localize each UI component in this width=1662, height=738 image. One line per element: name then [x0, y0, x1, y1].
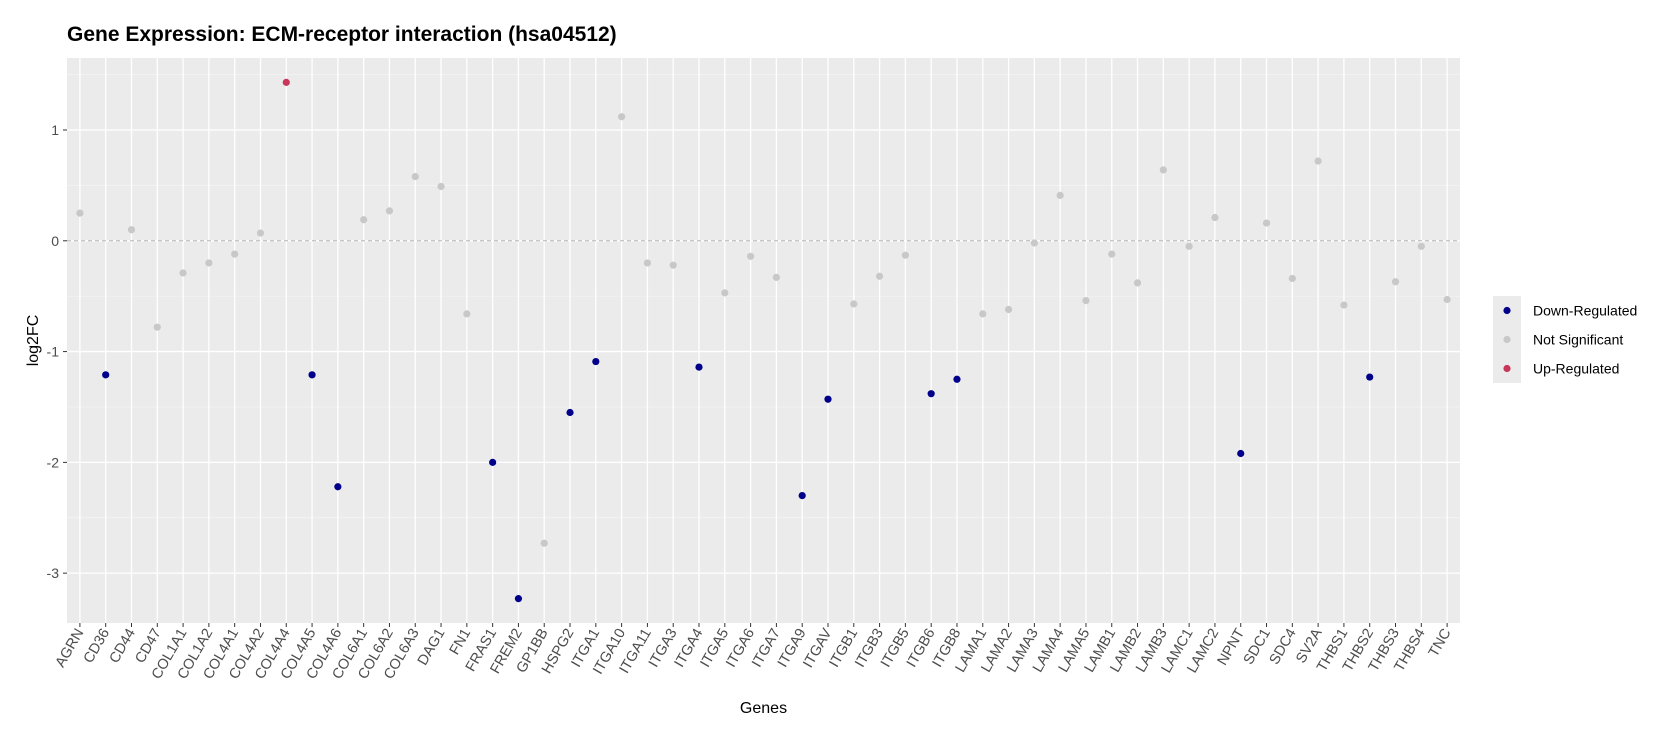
data-point-itga9 — [798, 491, 806, 500]
data-point-itga10 — [618, 113, 626, 121]
data-point-sdc1 — [1262, 219, 1271, 227]
data-point-itga6 — [747, 252, 755, 260]
data-point-thbs1 — [1340, 301, 1348, 309]
data-point-lama2 — [1004, 305, 1013, 314]
legend-key-down-regulated — [1503, 306, 1511, 315]
data-point-col4a5 — [308, 371, 316, 379]
data-point-col6a3 — [411, 172, 419, 181]
x-tick-label: TNC — [1426, 626, 1455, 660]
y-tick-label: -1 — [47, 344, 60, 360]
data-point-cd47 — [153, 323, 161, 331]
y-tick-label: 0 — [51, 233, 59, 249]
data-point-lama1 — [979, 310, 987, 318]
data-point-itgb3 — [875, 272, 884, 280]
data-point-col4a1 — [231, 250, 239, 258]
data-point-cd44 — [127, 226, 136, 234]
data-point-hspg2 — [566, 408, 574, 417]
data-point-lamb3 — [1159, 166, 1167, 174]
data-point-gp1bb — [540, 539, 548, 547]
y-tick-label: -2 — [47, 454, 60, 470]
data-point-itgav — [824, 395, 832, 403]
data-point-agrn — [76, 209, 84, 217]
data-point-lama5 — [1082, 297, 1090, 305]
data-point-itga1 — [592, 357, 600, 366]
y-tick-label: 1 — [51, 122, 59, 138]
legend: Down-Regulated Not Significant Up-Regulate… — [1493, 296, 1637, 383]
data-point-sdc4 — [1288, 274, 1296, 283]
data-point-itgb5 — [901, 251, 909, 259]
data-point-thbs4 — [1417, 242, 1425, 250]
data-point-col4a4 — [282, 78, 290, 86]
data-point-lamb2 — [1133, 279, 1142, 287]
data-point-sv2a — [1314, 157, 1322, 165]
data-point-itga5 — [721, 289, 729, 297]
data-point-lamc2 — [1211, 213, 1219, 222]
data-point-npnt — [1237, 449, 1245, 458]
data-point-lama3 — [1030, 239, 1038, 247]
y-tick-label: -3 — [47, 565, 60, 581]
x-axis: AGRNCD36CD44CD47COL1A1COL1A2COL4A1COL4A2… — [53, 623, 1455, 682]
data-point-lama4 — [1056, 191, 1064, 199]
major-gridlines — [67, 58, 1460, 623]
data-point-itga4 — [695, 363, 703, 371]
data-point-col6a1 — [360, 216, 368, 224]
x-tick-label: AGRN — [53, 626, 88, 670]
data-point-thbs2 — [1366, 373, 1374, 381]
data-point-col1a2 — [205, 259, 213, 267]
data-point-fras1 — [489, 458, 497, 466]
data-point-lamc1 — [1185, 242, 1193, 250]
data-point-frem2 — [514, 595, 523, 603]
data-point-col4a6 — [334, 483, 342, 491]
data-point-itgb1 — [850, 300, 858, 308]
data-point-fn1 — [463, 310, 471, 318]
data-point-tnc — [1443, 295, 1451, 304]
data-point-lamb1 — [1108, 250, 1116, 258]
data-point-thbs3 — [1391, 278, 1400, 286]
y-axis-title: log2FC — [25, 315, 42, 367]
x-tick-label: DAG1 — [415, 626, 449, 668]
data-point-itga11 — [643, 259, 652, 267]
data-point-itgb6 — [927, 390, 935, 398]
data-point-itga7 — [772, 273, 780, 281]
data-point-dag1 — [437, 182, 445, 191]
x-tick-label: SDC4 — [1267, 626, 1300, 668]
data-point-itgb8 — [953, 375, 961, 383]
data-point-col4a2 — [256, 229, 265, 237]
data-point-cd36 — [102, 371, 110, 379]
legend-label: Down-Regulated — [1533, 303, 1637, 319]
data-point-itga3 — [669, 261, 677, 269]
legend-key-not-significant — [1503, 335, 1511, 344]
plot-panel — [67, 58, 1460, 623]
chart-title: Gene Expression: ECM-receptor interactio… — [67, 23, 617, 46]
data-point-col1a1 — [179, 269, 187, 277]
legend-label: Not Significant — [1533, 332, 1623, 348]
y-axis: -3 -2 -1 0 1 — [47, 122, 67, 581]
data-points — [76, 78, 1451, 603]
legend-label: Up-Regulated — [1533, 361, 1619, 377]
minor-gridlines — [67, 74, 1460, 519]
legend-key-up-regulated — [1503, 364, 1511, 373]
data-point-col6a2 — [385, 207, 394, 215]
x-axis-title: Genes — [740, 700, 787, 717]
